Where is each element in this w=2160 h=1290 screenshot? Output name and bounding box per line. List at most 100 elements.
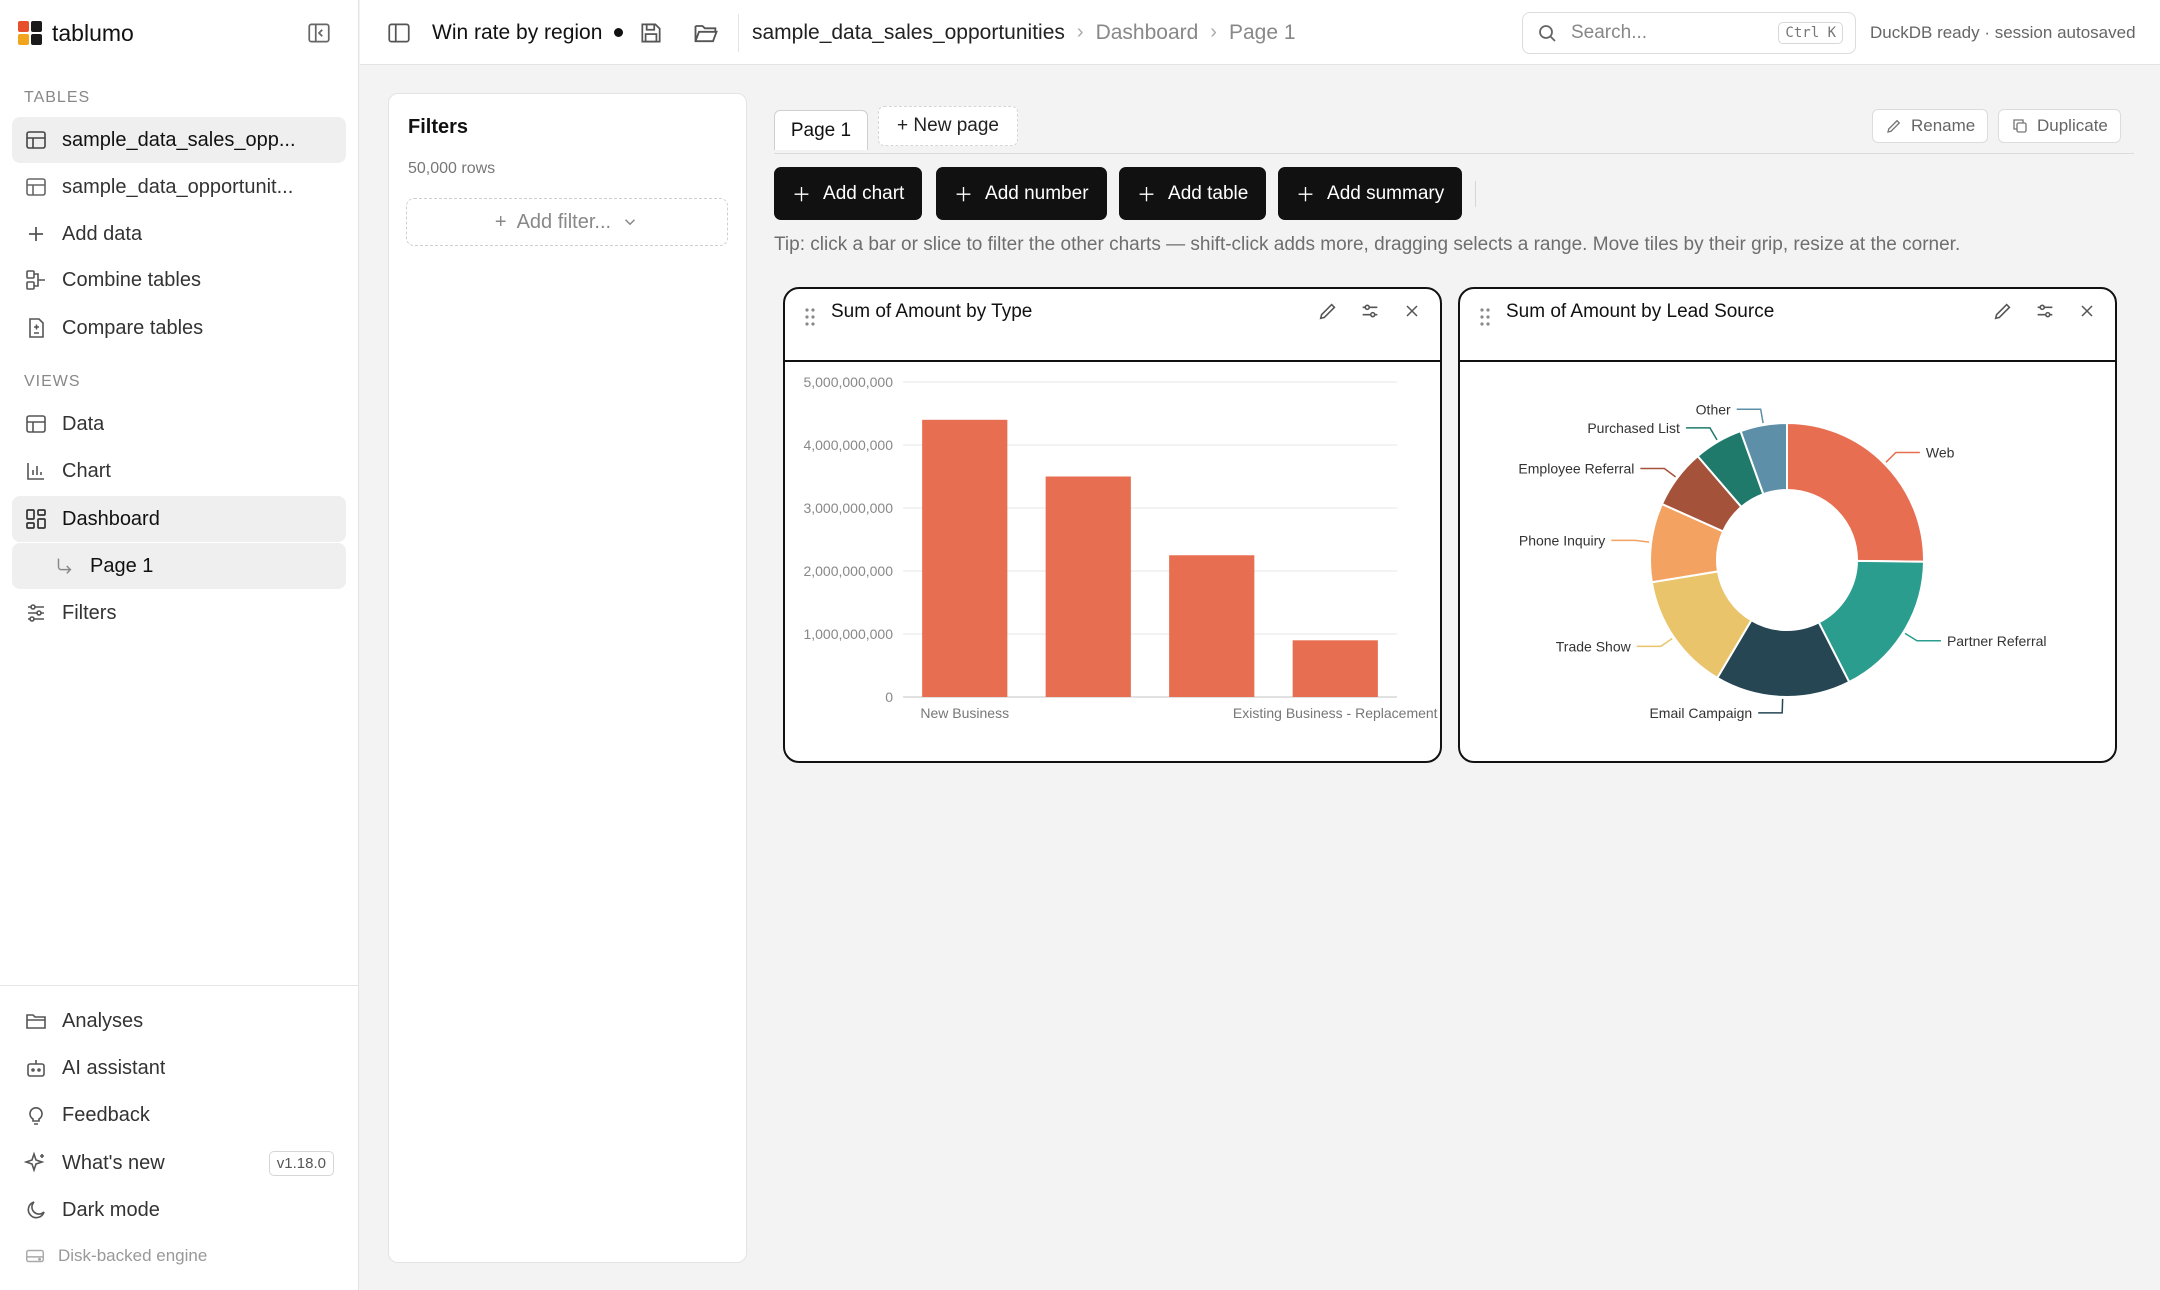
tile-sum-amount-by-lead-source[interactable]: Sum of Amount by Lead Source Web Partner …: [1458, 287, 2117, 763]
row-count: 50,000 rows: [408, 160, 496, 177]
y-tick-label: 3,000,000,000: [803, 500, 893, 516]
add-filter-label: Add filter...: [516, 210, 612, 233]
sidebar-view-page-1[interactable]: Page 1: [12, 543, 346, 589]
brand[interactable]: tablumo: [18, 18, 134, 48]
add-chart-button[interactable]: ＋ Add chart: [774, 167, 923, 220]
tab-page-1[interactable]: Page 1: [774, 110, 868, 150]
plus-icon: [29, 227, 43, 241]
bar[interactable]: [1169, 555, 1255, 697]
rename-button[interactable]: Rename: [1872, 109, 1989, 143]
sidebar-table-opportunities[interactable]: sample_data_opportunit...: [12, 164, 346, 210]
bar-chart[interactable]: 0 1,000,000,000 2,000,000,000 3,000,000,000…: [785, 362, 1440, 762]
drag-handle-icon[interactable]: [803, 306, 817, 333]
settings-icon[interactable]: [1358, 299, 1382, 323]
sliders-icon: [28, 604, 44, 622]
sidebar-view-data[interactable]: Data: [12, 401, 346, 447]
edit-icon[interactable]: [1316, 299, 1340, 323]
search-box[interactable]: Search... Ctrl K: [1522, 12, 1856, 54]
compare-icon: [29, 318, 44, 338]
add-filter-button[interactable]: + Add filter...: [406, 198, 728, 246]
pie-slice[interactable]: [1786, 421, 1925, 563]
add-number-label: Add number: [985, 182, 1089, 204]
search-icon: [1539, 25, 1556, 42]
table-icon: [26, 178, 46, 196]
open-folder-icon[interactable]: [692, 0, 720, 65]
leader-line: [1611, 539, 1650, 543]
add-table-button[interactable]: ＋ Add table: [1119, 167, 1267, 220]
filters-title: Filters: [408, 116, 469, 138]
bar[interactable]: [1045, 476, 1131, 698]
bar[interactable]: [1292, 640, 1378, 697]
combine-icon: [26, 270, 45, 290]
slice-label: Employee Referral: [1518, 461, 1634, 477]
app-logo: [18, 21, 42, 45]
plus-icon: ＋: [1296, 185, 1316, 206]
settings-icon[interactable]: [2033, 299, 2057, 323]
toggle-panel-icon[interactable]: [386, 0, 412, 65]
tile-tools: [1991, 299, 2099, 323]
bar[interactable]: [922, 419, 1008, 697]
add-chart-label: Add chart: [823, 182, 905, 204]
sidebar-compare-tables[interactable]: Compare tables: [12, 305, 346, 351]
sidebar-item-label: Feedback: [62, 1103, 150, 1126]
leader-line: [1904, 632, 1941, 642]
slice-label: Web: [1926, 444, 1955, 460]
plus-icon: ＋: [1137, 185, 1157, 206]
collapse-sidebar-icon[interactable]: [306, 20, 332, 46]
tile-title: Sum of Amount by Lead Source: [1506, 301, 1775, 322]
x-tick-label: New Business: [920, 705, 1009, 721]
tab-underline: [774, 153, 2134, 154]
pie-slice[interactable]: [1817, 559, 1926, 684]
sidebar-item-label: What's new: [62, 1151, 165, 1174]
search-placeholder: Search...: [1571, 22, 1648, 43]
chevron-down-icon: [625, 219, 636, 226]
sidebar-table-sales-opportunities[interactable]: sample_data_sales_opp...: [12, 117, 346, 163]
breadcrumb-dashboard[interactable]: Dashboard: [1095, 20, 1199, 44]
dashboard-icon: [26, 509, 46, 529]
filters-panel: Filters 50,000 rows + Add filter...: [388, 93, 747, 1263]
sidebar-item-label: Combine tables: [62, 268, 201, 291]
tile-sum-amount-by-type[interactable]: Sum of Amount by Type 0 1,000,000,000 2,00…: [783, 287, 1442, 763]
sidebar-feedback[interactable]: Feedback: [12, 1092, 346, 1138]
duplicate-button[interactable]: Duplicate: [1998, 109, 2121, 143]
new-page-button[interactable]: + New page: [878, 106, 1018, 146]
engine-label: Disk-backed engine: [58, 1246, 208, 1265]
y-tick-label: 1,000,000,000: [803, 626, 893, 642]
sidebar-view-dashboard[interactable]: Dashboard: [12, 496, 346, 542]
close-icon[interactable]: [1400, 299, 1424, 323]
top-bar: Win rate by region sample_data_sales_opp…: [360, 0, 2160, 65]
sidebar-item-label: Page 1: [90, 554, 154, 577]
document-title-group[interactable]: Win rate by region: [432, 0, 624, 65]
version-badge: v1.18.0: [268, 1150, 334, 1176]
topbar-divider: [738, 14, 739, 52]
table-icon: [26, 415, 46, 433]
sidebar-ai-assistant[interactable]: AI assistant: [12, 1045, 346, 1091]
drag-handle-icon[interactable]: [1478, 306, 1492, 333]
sidebar-whats-new[interactable]: What's new v1.18.0: [12, 1140, 346, 1186]
sidebar-dark-mode[interactable]: Dark mode: [12, 1187, 346, 1233]
add-number-button[interactable]: ＋ Add number: [936, 167, 1107, 220]
leader-line: [1758, 698, 1784, 714]
views-header: VIEWS: [24, 373, 81, 390]
sidebar-view-chart[interactable]: Chart: [12, 448, 346, 494]
sidebar-analyses[interactable]: Analyses: [12, 998, 346, 1044]
tile-header: Sum of Amount by Lead Source: [1460, 289, 2115, 362]
sidebar-combine-tables[interactable]: Combine tables: [12, 257, 346, 303]
plus-icon: ＋: [954, 185, 974, 206]
sidebar-view-filters[interactable]: Filters: [12, 590, 346, 636]
add-summary-button[interactable]: ＋ Add summary: [1278, 167, 1463, 220]
sidebar-add-data[interactable]: Add data: [12, 211, 346, 257]
breadcrumb-table[interactable]: sample_data_sales_opportunities: [752, 20, 1065, 44]
breadcrumb-page[interactable]: Page 1: [1228, 20, 1296, 44]
chevron-right-icon: ›: [1210, 21, 1217, 43]
pie-slice[interactable]: [1739, 421, 1788, 496]
save-icon[interactable]: [638, 0, 664, 65]
sidebar: tablumo TABLES sample_data_sales_opp... …: [0, 0, 359, 1290]
slice-label: Purchased List: [1587, 420, 1680, 436]
edit-icon[interactable]: [1991, 299, 2015, 323]
add-summary-label: Add summary: [1327, 182, 1445, 204]
close-icon[interactable]: [2075, 299, 2099, 323]
donut-chart[interactable]: Web Partner Referral Email Campaign Trade S…: [1460, 362, 2115, 762]
copy-icon: [2013, 119, 2027, 133]
sidebar-item-label: Analyses: [62, 1009, 144, 1032]
